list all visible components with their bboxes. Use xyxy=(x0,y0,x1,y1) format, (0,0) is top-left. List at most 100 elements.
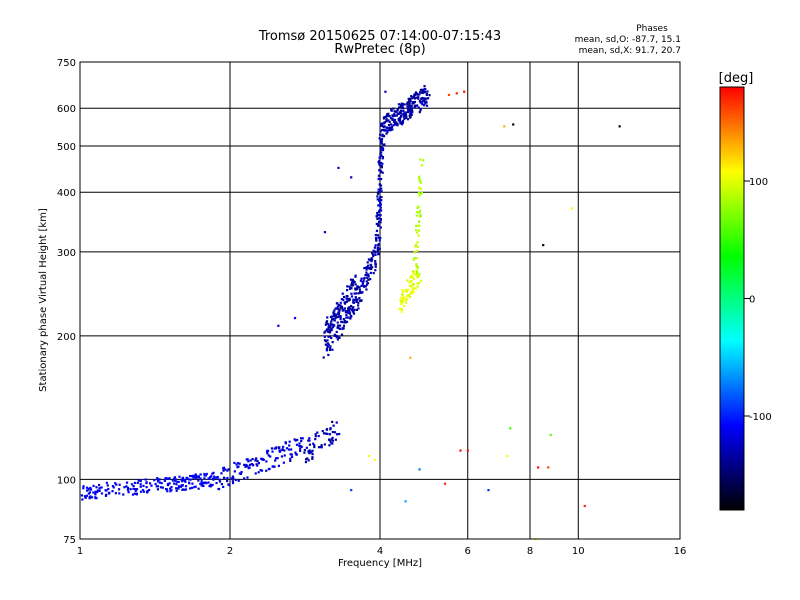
data-point xyxy=(190,475,193,478)
data-point xyxy=(417,205,420,208)
data-point xyxy=(345,314,348,317)
data-point xyxy=(254,472,257,475)
data-point xyxy=(380,142,383,145)
data-point xyxy=(222,485,225,489)
data-point xyxy=(417,224,420,228)
data-point xyxy=(135,488,139,491)
data-point xyxy=(399,112,402,115)
data-point xyxy=(365,288,368,291)
data-point xyxy=(350,304,353,308)
data-point xyxy=(139,483,142,486)
data-point xyxy=(400,102,403,105)
data-point xyxy=(251,457,254,461)
data-point xyxy=(405,115,408,118)
data-point xyxy=(348,285,351,288)
data-point xyxy=(248,463,252,466)
data-point xyxy=(396,112,399,115)
data-point xyxy=(379,202,382,205)
data-point xyxy=(314,438,317,441)
data-point xyxy=(168,482,171,485)
data-point xyxy=(362,280,365,283)
data-point xyxy=(290,455,294,459)
data-point xyxy=(153,479,156,482)
data-point xyxy=(255,463,258,466)
data-point xyxy=(380,199,383,202)
data-point xyxy=(300,439,303,443)
data-point xyxy=(199,477,202,480)
data-point xyxy=(343,302,347,305)
y-tick-label: 75 xyxy=(63,535,76,546)
data-point xyxy=(426,90,429,93)
data-point xyxy=(145,486,148,489)
data-point xyxy=(194,476,197,480)
data-point xyxy=(133,492,136,495)
data-point xyxy=(408,293,411,297)
data-point xyxy=(377,174,381,177)
data-point xyxy=(323,231,327,234)
data-point xyxy=(389,129,392,132)
data-point xyxy=(379,237,382,240)
data-point xyxy=(278,446,281,449)
data-point xyxy=(377,214,380,217)
data-point xyxy=(369,264,373,267)
data-point xyxy=(334,334,337,337)
phase-stats-o: mean, sd,O: -87.7, 15.1 xyxy=(575,35,681,45)
data-point xyxy=(285,447,289,450)
data-point xyxy=(250,462,254,466)
data-point xyxy=(334,314,337,317)
data-point xyxy=(326,344,329,348)
data-point xyxy=(509,427,512,430)
data-point xyxy=(260,457,263,460)
data-point xyxy=(273,447,276,450)
data-point xyxy=(324,343,327,346)
data-point xyxy=(238,472,241,475)
data-point xyxy=(418,180,421,183)
chart-subtitle: RwPretec (8p) xyxy=(334,42,425,57)
data-point xyxy=(413,106,416,109)
data-point xyxy=(180,478,183,481)
data-point xyxy=(570,207,573,210)
data-point xyxy=(189,478,192,481)
data-point xyxy=(332,323,335,327)
data-point xyxy=(325,328,329,331)
data-point xyxy=(343,307,346,310)
data-point xyxy=(306,457,309,460)
data-point xyxy=(506,454,509,458)
data-point xyxy=(413,100,417,104)
data-point xyxy=(425,93,429,96)
data-point xyxy=(277,464,281,467)
data-point xyxy=(334,307,337,310)
data-point xyxy=(316,431,319,434)
data-point xyxy=(401,121,404,124)
data-point xyxy=(295,453,298,456)
data-point xyxy=(220,472,223,475)
data-point xyxy=(406,102,409,105)
data-point xyxy=(246,458,249,461)
data-point xyxy=(237,479,240,482)
data-point xyxy=(378,183,381,186)
data-point xyxy=(379,187,382,190)
data-point xyxy=(425,97,428,100)
data-point xyxy=(414,287,418,290)
data-point xyxy=(401,123,404,126)
y-tick-labels: 75 100 200 300 400 500 600 750 xyxy=(57,58,76,546)
data-point xyxy=(331,420,334,424)
data-point xyxy=(381,162,384,165)
data-point xyxy=(105,481,108,484)
data-point xyxy=(377,224,380,227)
data-point xyxy=(338,432,341,436)
data-point xyxy=(369,259,372,262)
data-point xyxy=(98,489,101,492)
data-point xyxy=(415,270,419,273)
data-point xyxy=(333,431,337,434)
data-point xyxy=(155,485,158,488)
data-point xyxy=(412,272,415,276)
data-point xyxy=(371,253,375,256)
data-point xyxy=(378,199,382,202)
data-point xyxy=(380,139,383,142)
data-point xyxy=(416,241,419,244)
data-point xyxy=(98,487,101,490)
data-point xyxy=(335,336,338,339)
data-point xyxy=(399,299,402,302)
data-point xyxy=(367,258,371,261)
